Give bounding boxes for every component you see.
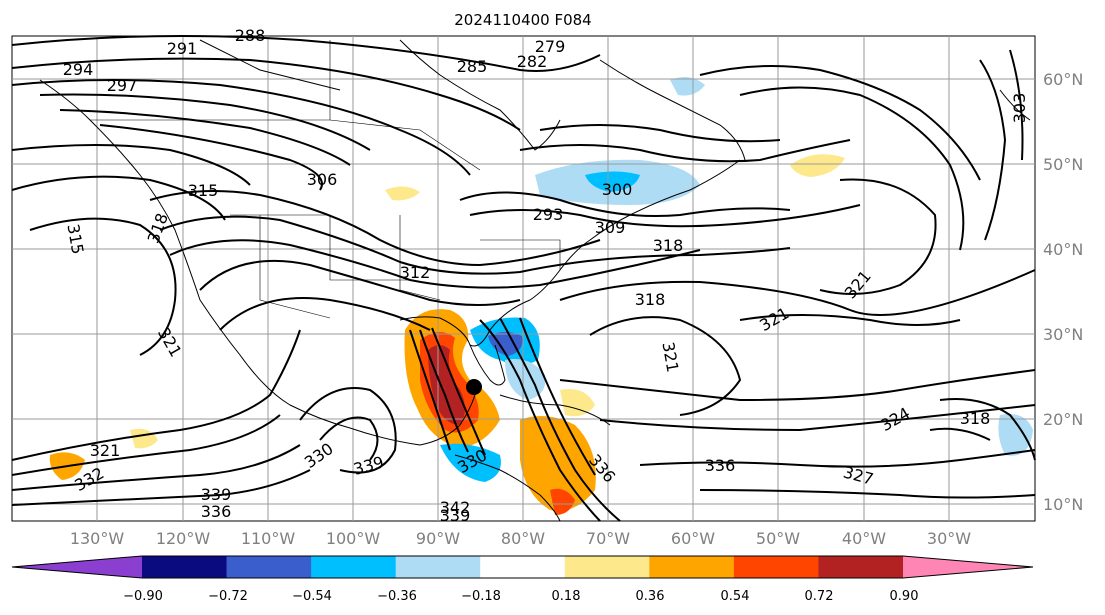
contour-label: 312 xyxy=(400,263,431,282)
colorbar-tick: 0.90 xyxy=(890,589,919,604)
contour-label: 315 xyxy=(188,181,219,200)
contour-label: 306 xyxy=(307,170,338,189)
lon-label: 30°W xyxy=(927,529,971,548)
colorbar-extend-low xyxy=(12,556,142,578)
warm-shading-atlantic xyxy=(790,154,845,177)
lat-label: 60°N xyxy=(1043,70,1083,89)
contour-label: 339 xyxy=(440,506,471,525)
lon-label: 50°W xyxy=(756,529,800,548)
contour-label: 342 xyxy=(440,498,471,517)
warm-shading-midwest xyxy=(385,186,420,201)
contour-label: 291 xyxy=(167,39,198,58)
lon-label: 80°W xyxy=(501,529,545,548)
cool-shading-atlantic-east xyxy=(998,414,1033,456)
colorbar-extend-high xyxy=(903,556,1033,578)
lon-label: 40°W xyxy=(842,529,886,548)
contour-label: 318 xyxy=(960,409,991,428)
colorbar-segment xyxy=(649,556,735,578)
cool-shading-labrador xyxy=(670,76,705,96)
colorbar-tick: −0.90 xyxy=(123,589,163,604)
warm-shading-florida-east xyxy=(560,389,595,417)
lat-label: 30°N xyxy=(1043,325,1083,344)
lon-label: 130°W xyxy=(70,529,125,548)
colorbar-segment xyxy=(480,556,566,578)
colorbar-tick: −0.36 xyxy=(377,589,417,604)
colorbar-segment xyxy=(733,556,819,578)
height-contours xyxy=(11,35,1036,522)
lon-label: 100°W xyxy=(326,529,381,548)
contour-label: 288 xyxy=(235,26,266,45)
lat-label: 10°N xyxy=(1043,495,1083,514)
contour-label: 297 xyxy=(107,76,138,95)
contour-label: 300 xyxy=(602,180,633,199)
colorbar-tick: −0.54 xyxy=(292,589,332,604)
storm-center-marker xyxy=(466,379,482,395)
contour-label: 309 xyxy=(595,218,626,237)
warm-shading-caribbean xyxy=(520,416,596,511)
contour-label: 321 xyxy=(90,441,121,460)
colorbar-tick: 0.36 xyxy=(636,589,665,604)
colorbar-segment xyxy=(818,556,904,578)
colorbar-segment xyxy=(142,556,228,578)
colorbar-tick: −0.18 xyxy=(461,589,501,604)
contour-label: 285 xyxy=(457,57,488,76)
longitude-labels: 130°W 120°W 110°W 100°W 90°W 80°W 70°W 6… xyxy=(70,529,971,548)
lon-label: 120°W xyxy=(156,529,211,548)
colorbar-tick: −0.72 xyxy=(208,589,248,604)
colorbar-tick: 0.18 xyxy=(552,589,581,604)
hot-shading-core xyxy=(428,345,465,425)
contour-label: 336 xyxy=(201,502,232,521)
colorbar-tick-labels: −0.90 −0.72 −0.54 −0.36 −0.18 0.18 0.36 … xyxy=(123,589,918,604)
lon-label: 90°W xyxy=(416,529,460,548)
lat-label: 20°N xyxy=(1043,410,1083,429)
borders xyxy=(90,40,561,319)
contour-label: 282 xyxy=(517,52,548,71)
latitude-labels: 60°N 50°N 40°N 30°N 20°N 10°N xyxy=(1043,70,1083,514)
colorbar xyxy=(11,555,1034,579)
contour-label: 279 xyxy=(535,37,566,56)
coastlines xyxy=(39,39,1031,522)
colorbar-segment xyxy=(311,556,397,578)
cool-shading-eastpac xyxy=(440,443,501,482)
colorbar-segment xyxy=(226,556,312,578)
contour-label: 318 xyxy=(635,290,666,309)
lat-label: 40°N xyxy=(1043,240,1083,259)
contour-label: 318 xyxy=(653,236,684,255)
lon-label: 110°W xyxy=(241,529,296,548)
contour-label: 294 xyxy=(63,60,94,79)
contour-label: 293 xyxy=(533,205,564,224)
colorbar-tick: 0.72 xyxy=(805,589,834,604)
colorbar-tick: 0.54 xyxy=(721,589,750,604)
colorbar-segment xyxy=(564,556,650,578)
colorbar-segment xyxy=(395,556,481,578)
contour-label: 336 xyxy=(705,456,736,475)
lon-label: 70°W xyxy=(586,529,630,548)
contour-label: 339 xyxy=(201,485,232,504)
hot-shading-caribbean xyxy=(550,488,575,515)
lat-label: 50°N xyxy=(1043,155,1083,174)
contour-label: 303 xyxy=(1010,93,1029,124)
plot-title: 2024110400 F084 xyxy=(454,11,591,29)
colorbar-outline xyxy=(11,555,1034,579)
lon-label: 60°W xyxy=(671,529,715,548)
cool-shading-canada-core xyxy=(585,171,640,192)
map-panel: 291 288 294 297 285 282 279 303 306 300 … xyxy=(11,26,1036,525)
